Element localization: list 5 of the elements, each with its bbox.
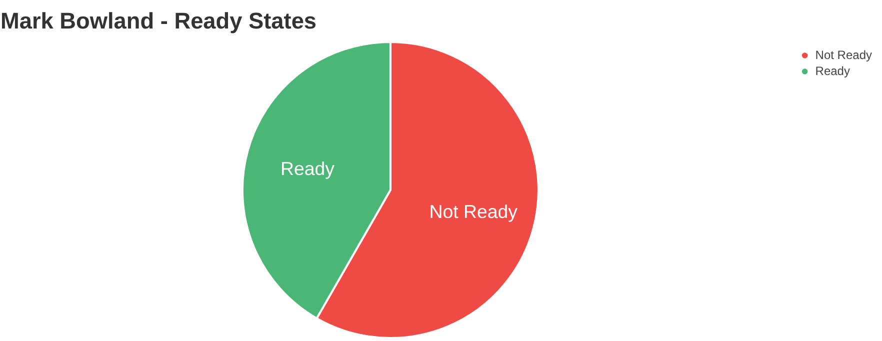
slice-label: Ready — [280, 158, 336, 179]
legend-label: Not Ready — [815, 48, 872, 62]
slice-label: Not Ready — [429, 201, 518, 222]
legend-label: Ready — [815, 64, 850, 78]
chart-title: Mark Bowland - Ready States — [0, 8, 317, 34]
